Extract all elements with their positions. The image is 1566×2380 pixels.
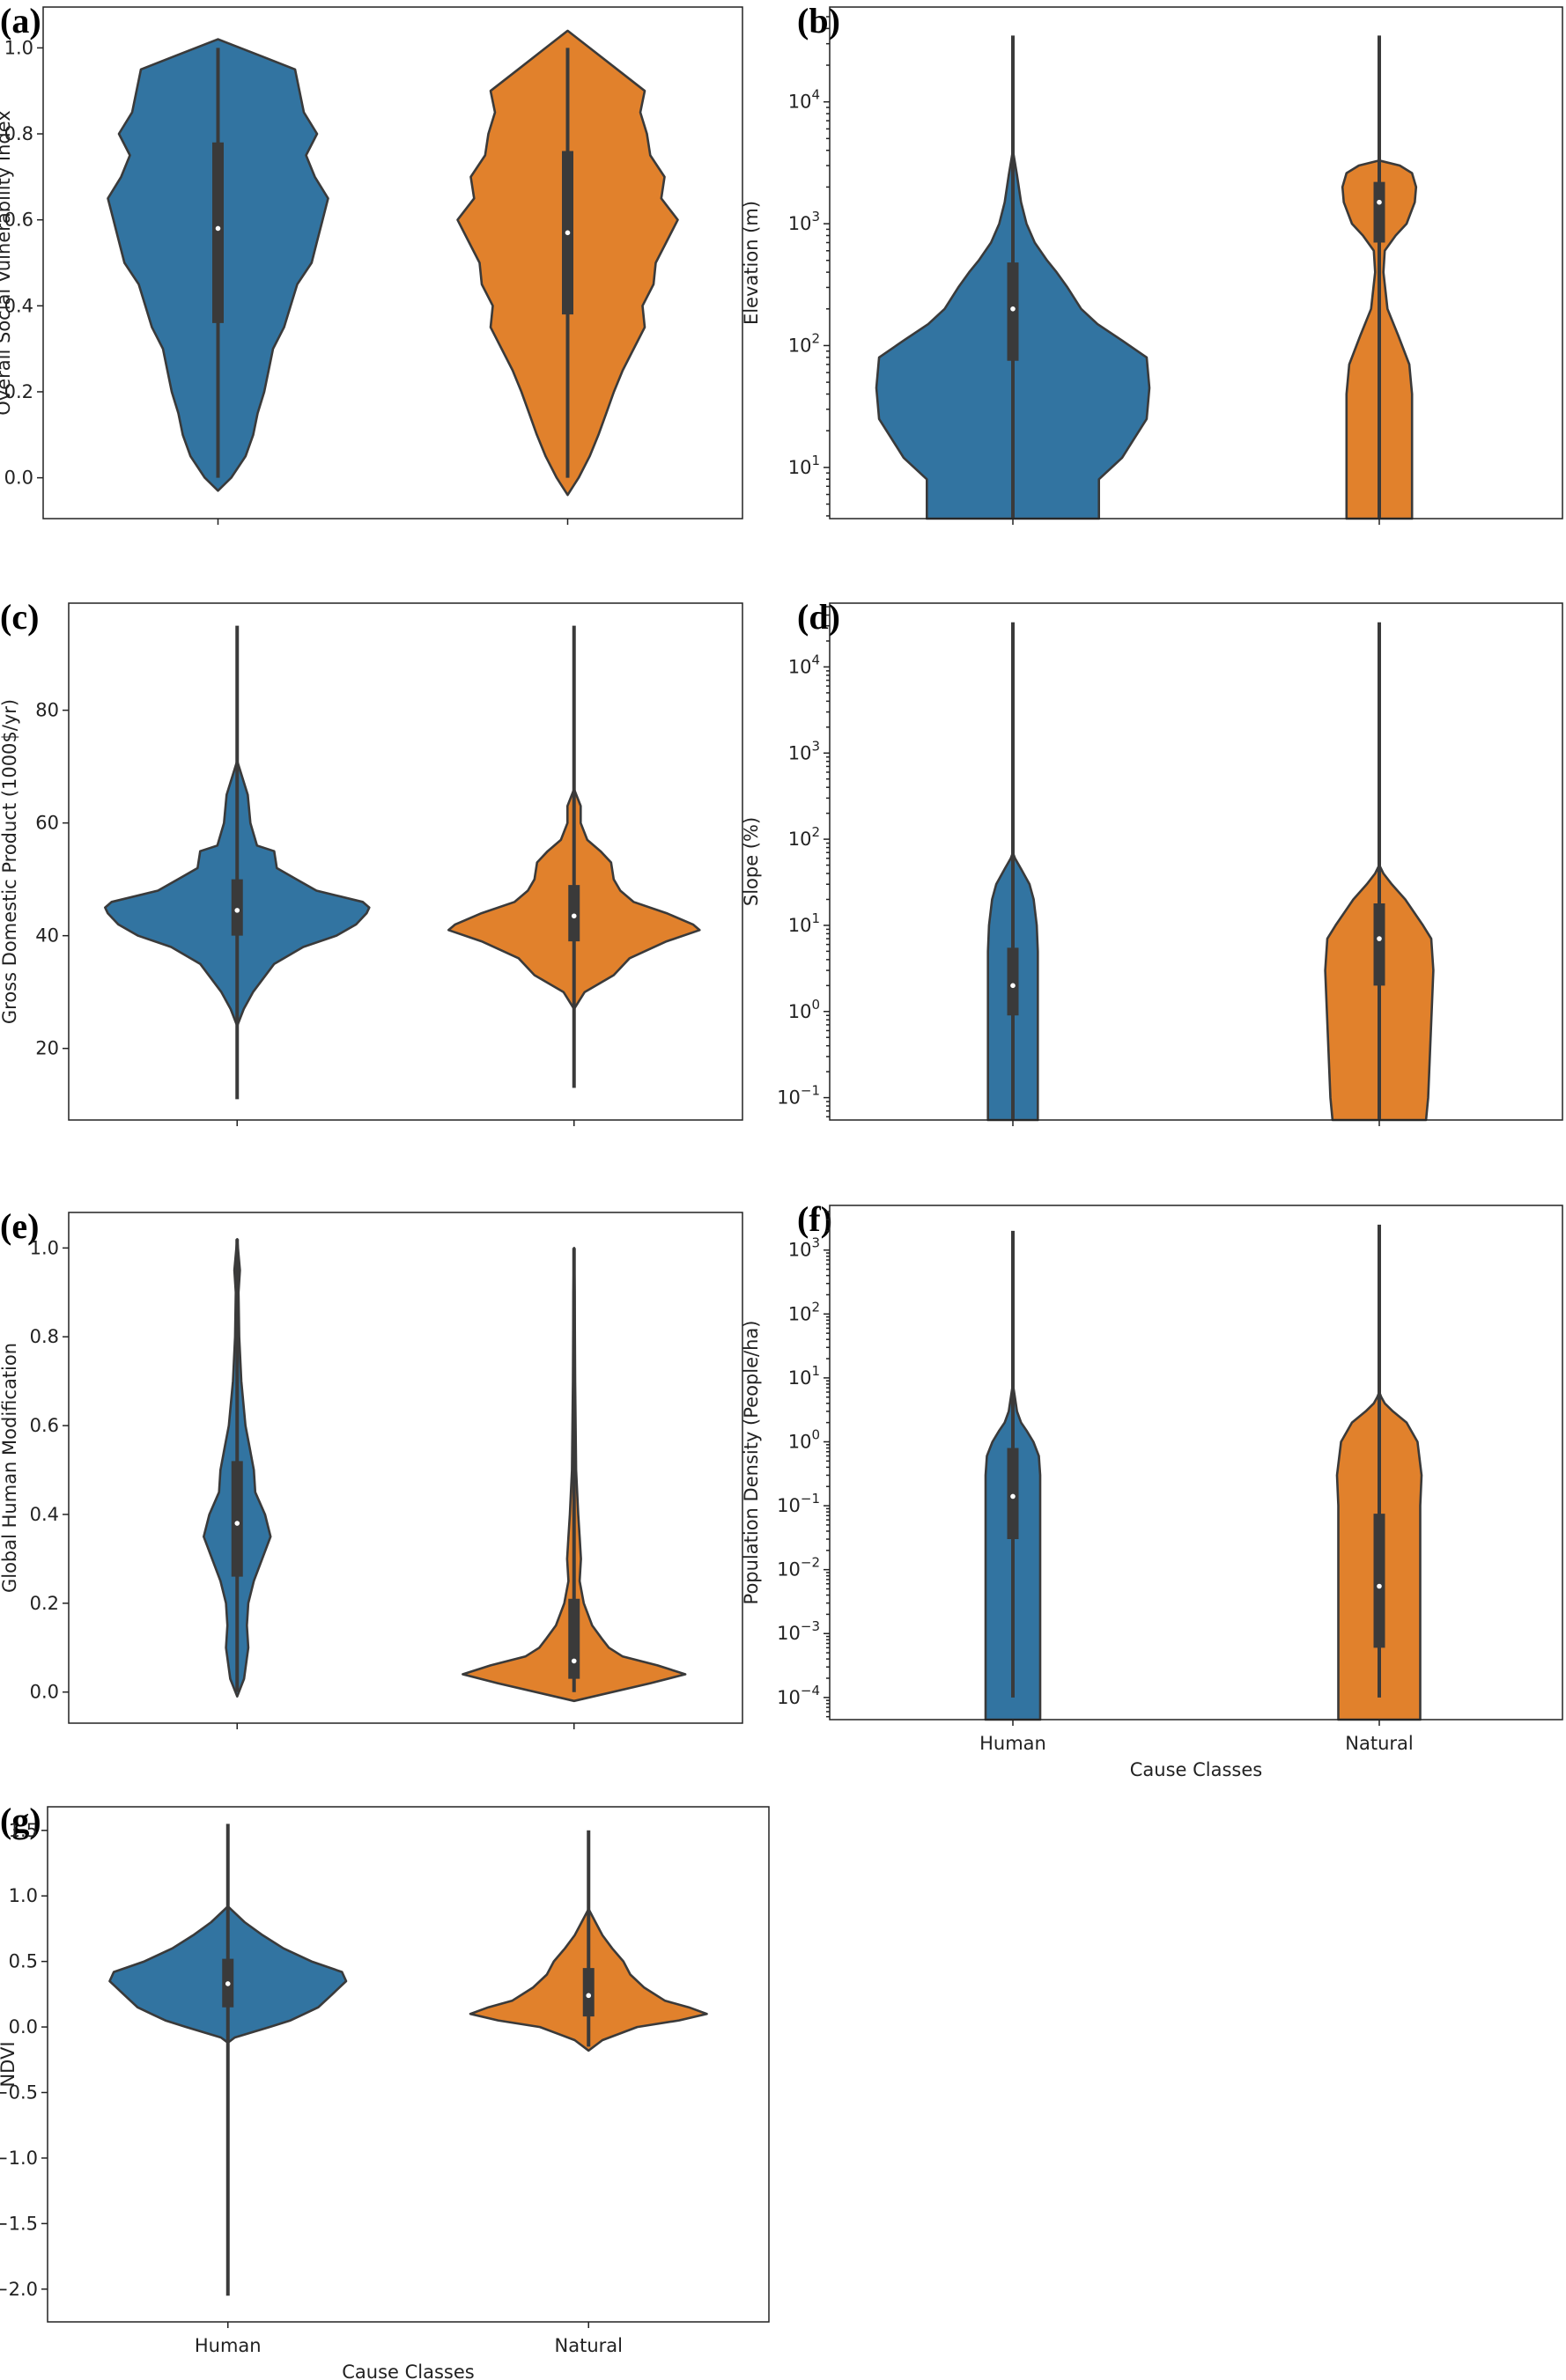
y-tick-label: 101 xyxy=(788,910,820,936)
panel-letter: (e) xyxy=(0,1206,39,1246)
y-tick-label: 103 xyxy=(788,1235,820,1261)
median-marker-human xyxy=(225,1981,231,1986)
plot-frame xyxy=(42,6,743,519)
y-tick-label: 80 xyxy=(35,700,59,721)
y-tick-label: 104 xyxy=(788,652,820,677)
y-tick-label: 102 xyxy=(788,330,820,356)
y-tick-label: 0.2 xyxy=(4,381,33,402)
median-marker-human xyxy=(1010,1493,1016,1499)
median-marker-human xyxy=(1010,306,1016,312)
y-tick-label: 103 xyxy=(788,738,820,763)
median-marker-natural xyxy=(565,230,571,236)
median-marker-natural xyxy=(1377,936,1382,941)
y-tick-label: 1.0 xyxy=(4,37,33,58)
plot-frame xyxy=(829,602,1563,1121)
panel-a: (a) 0.0 0.2 0.4 0.6 0.8 1.0 Overall Social Vuln… xyxy=(0,1,743,525)
y-tick-label: 0.2 xyxy=(30,1593,59,1614)
y-tick-label: 101 xyxy=(788,453,820,478)
x-category-label: Natural xyxy=(555,2335,623,2356)
y-tick-label: −0.5 xyxy=(0,2082,38,2104)
y-tick-label: 0.6 xyxy=(4,210,33,231)
median-marker-human xyxy=(215,225,221,232)
y-tick-label: −1.5 xyxy=(0,2213,38,2234)
y-tick-label: 101 xyxy=(788,1363,820,1389)
y-tick-label: −2.0 xyxy=(0,2279,38,2300)
panel-letter: (c) xyxy=(0,597,39,637)
y-axis-title: Global Human Modification xyxy=(0,1343,20,1593)
y-tick-label: 10−3 xyxy=(777,1618,820,1644)
plot-frame xyxy=(68,1212,743,1724)
median-marker-natural xyxy=(571,1658,577,1664)
median-marker-natural xyxy=(586,1993,592,1999)
median-marker-natural xyxy=(1377,1583,1382,1589)
y-tick-label: 0.0 xyxy=(9,2016,38,2037)
y-tick-label: 0.4 xyxy=(30,1504,59,1525)
y-axis-title: NDVI xyxy=(0,2041,18,2087)
panel-e: (e) 0.0 0.2 0.4 0.6 0.8 1.0 Global Human Modifi… xyxy=(0,1206,743,1729)
x-axis-title: Cause Classes xyxy=(1130,1759,1263,1780)
y-axis-title: Population Density (People/ha) xyxy=(741,1321,762,1605)
panel-letter: (g) xyxy=(0,1801,41,1840)
median-marker-natural xyxy=(571,913,577,919)
y-tick-label: 10−1 xyxy=(777,1491,820,1516)
panel-g: (g) −2.0 −1.5 −1.0 −0.5 0.0 0.5 1.0 1.5 Human Natu… xyxy=(0,1801,770,2380)
median-marker-human xyxy=(1010,983,1016,989)
y-axis-title: Gross Domestic Product (1000$/yr) xyxy=(0,699,20,1024)
y-tick-label: 0.0 xyxy=(30,1682,59,1703)
y-tick-label: 10−2 xyxy=(777,1555,820,1581)
x-axis-title: Cause Classes xyxy=(342,2362,475,2380)
y-tick-label: 100 xyxy=(788,997,820,1022)
y-tick-label: 0.5 xyxy=(9,1951,38,1972)
y-tick-label: 0.0 xyxy=(4,468,33,489)
plot-frame xyxy=(829,6,1563,519)
panel-letter: (a) xyxy=(0,1,41,41)
y-tick-label: 60 xyxy=(35,813,59,834)
median-marker-human xyxy=(234,1521,240,1526)
y-tick-label: 102 xyxy=(788,824,820,850)
y-tick-label: 100 xyxy=(788,1426,820,1452)
y-axis-title: Overall Social Vulnerability Index xyxy=(0,110,14,415)
y-tick-label: 10−1 xyxy=(777,1083,820,1109)
y-tick-label: 1.5 xyxy=(9,1820,38,1841)
y-tick-label: 102 xyxy=(788,1299,820,1324)
x-category-label: Natural xyxy=(1345,1733,1413,1754)
y-axis-title: Elevation (m) xyxy=(741,201,762,325)
y-tick-label: 10−4 xyxy=(777,1683,820,1708)
y-tick-label: 40 xyxy=(35,925,59,947)
y-tick-label: 0.6 xyxy=(30,1415,59,1436)
plot-frame xyxy=(47,1806,770,2323)
x-category-label: Human xyxy=(979,1733,1046,1754)
y-tick-label: 20 xyxy=(35,1038,59,1059)
x-category-label: Human xyxy=(195,2335,262,2356)
plot-frame xyxy=(68,602,743,1121)
y-tick-label: 103 xyxy=(788,209,820,234)
y-tick-label: 0.8 xyxy=(30,1326,59,1347)
y-tick-label: 104 xyxy=(788,87,820,113)
panel-c: (c) 20 40 60 80 Gross Domestic Product (1000$… xyxy=(0,597,743,1126)
y-tick-label: 0.8 xyxy=(4,123,33,144)
y-tick-label: 1.0 xyxy=(30,1237,59,1258)
y-tick-label: −1.0 xyxy=(0,2148,38,2169)
plot-frame xyxy=(829,1205,1563,1721)
y-tick-label: 1.0 xyxy=(9,1885,38,1906)
y-axis-title: Slope (%) xyxy=(741,817,762,906)
median-marker-human xyxy=(234,908,240,913)
y-tick-label: 0.4 xyxy=(4,295,33,316)
median-marker-natural xyxy=(1377,199,1382,205)
